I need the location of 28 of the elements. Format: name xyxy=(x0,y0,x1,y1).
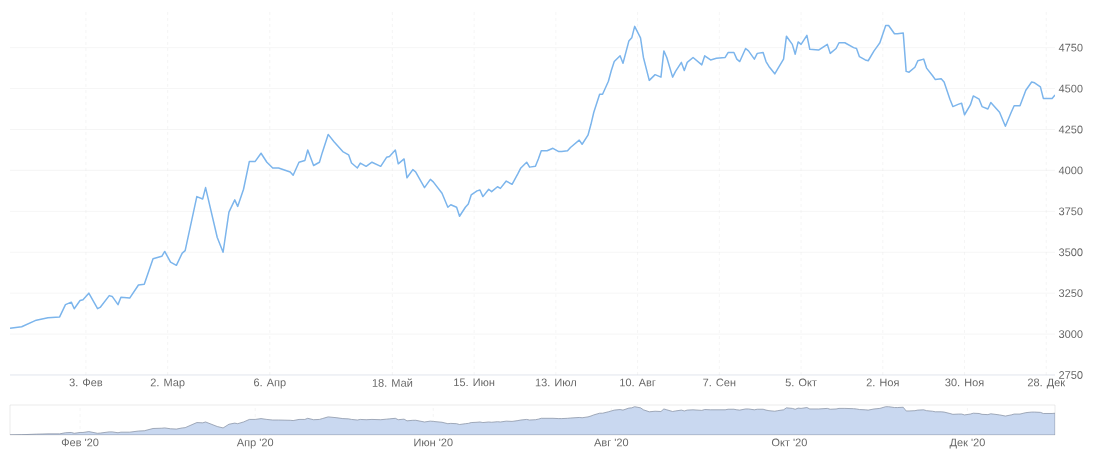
x-tick-label: 6. Апр xyxy=(254,378,286,389)
x-tick-label: Окт '20 xyxy=(771,438,807,447)
y-tick-label: 4250 xyxy=(1058,125,1083,134)
x-tick-label: 18. Май xyxy=(372,378,413,387)
x-tick-label: 7. Сен xyxy=(703,378,736,387)
y-tick-label: 2750 xyxy=(1059,371,1083,379)
x-tick-label: 13. Июл xyxy=(535,378,576,387)
y-tick-label: 3750 xyxy=(1058,207,1083,216)
x-tick-label: 2. Ноя xyxy=(866,378,899,387)
y-tick-label: 4500 xyxy=(1058,84,1083,93)
x-tick-label: Авг '20 xyxy=(594,438,629,447)
x-tick-label: 28. Дек xyxy=(1027,378,1066,389)
x-tick-label: Июн '20 xyxy=(414,438,453,447)
line-series xyxy=(10,24,1056,330)
y-tick-label: 4750 xyxy=(1058,43,1083,52)
x-tick-label: 5. Окт xyxy=(785,378,817,387)
y-tick-label: 3000 xyxy=(1058,330,1083,338)
x-tick-label: 15. Июн xyxy=(454,378,495,387)
x-tick-label: Дек '20 xyxy=(949,438,985,449)
x-tick-label: 30. Ноя xyxy=(945,378,984,387)
y-tick-label: 3500 xyxy=(1058,248,1083,257)
x-tick-label: 10. Авг xyxy=(620,378,656,387)
x-tick-label: 3. Фев xyxy=(69,378,103,387)
y-tick-label: 4000 xyxy=(1058,166,1083,175)
x-tick-label: 2. Мар xyxy=(150,378,185,389)
x-tick-label: Фев '20 xyxy=(61,438,99,447)
x-tick-label: Апр '20 xyxy=(236,438,274,449)
y-tick-label: 3250 xyxy=(1058,289,1083,298)
